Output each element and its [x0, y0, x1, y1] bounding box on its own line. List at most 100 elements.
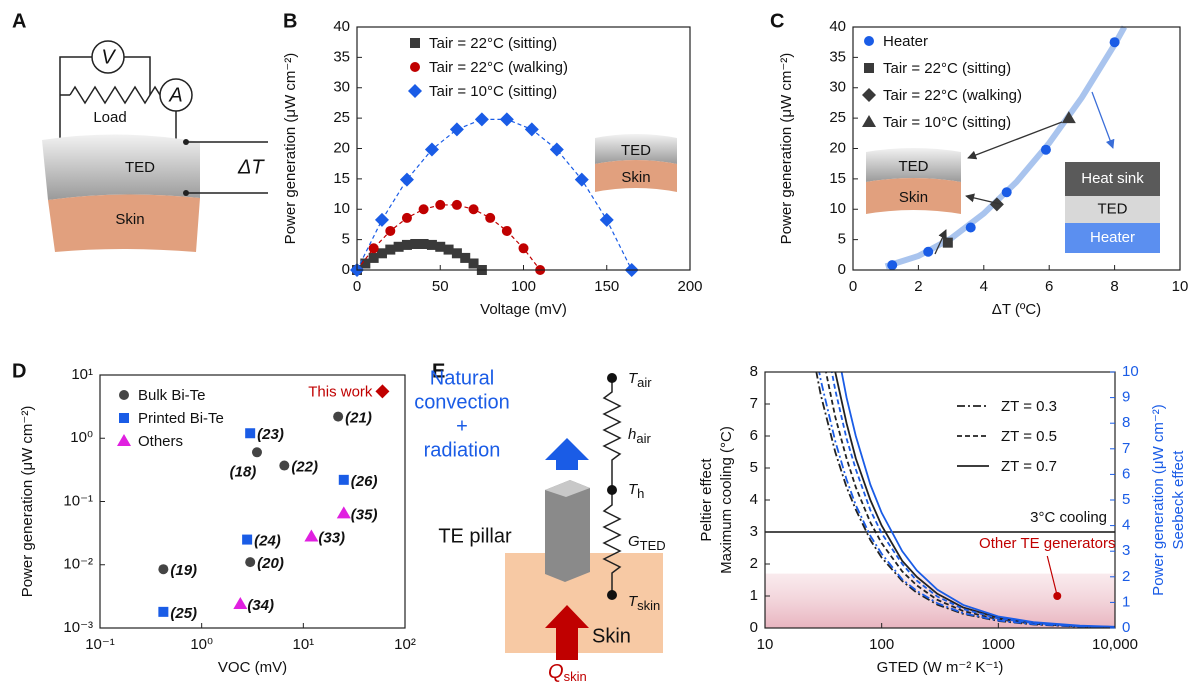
callout-line	[1046, 555, 1058, 597]
inset-layer	[1065, 223, 1160, 253]
y-tick-label: 10	[333, 200, 350, 217]
y-tick-label: 30	[333, 79, 350, 96]
convection-label: Natural	[430, 367, 494, 389]
point	[485, 212, 496, 223]
y2-tick-label: 8	[1122, 414, 1130, 431]
x-axis-label: ΔT (ºC)	[992, 301, 1041, 318]
point	[279, 460, 290, 471]
point	[418, 238, 429, 249]
point	[989, 197, 1004, 212]
legend-symbol	[117, 434, 131, 446]
x-axis-label: Voltage (mV)	[480, 301, 567, 318]
y-axis-label: Power generation (μW cm⁻²)	[778, 53, 795, 245]
x-tick-label: 50	[432, 278, 449, 295]
inset-label: Skin	[899, 189, 928, 206]
point	[1040, 144, 1051, 155]
legend-label: Tair = 22°C (walking)	[429, 59, 568, 76]
convection-label: convection	[414, 391, 510, 413]
point	[401, 212, 412, 223]
callout-label: Other TE generators	[979, 535, 1115, 552]
delta-t-label: ΔT	[237, 156, 265, 178]
convection-arrow	[545, 438, 589, 470]
legend-label: ZT = 0.7	[1001, 458, 1057, 475]
point	[245, 557, 256, 568]
inset-label: TED	[1098, 200, 1128, 217]
pillar-label: TE pillar	[438, 525, 512, 547]
reference-label: 3°C cooling	[1030, 509, 1107, 526]
y2-tick-label: 0	[1122, 619, 1130, 636]
y2-tick-label: 10	[1122, 363, 1139, 380]
x-tick-label: 8	[1110, 278, 1118, 295]
resistor	[69, 85, 161, 105]
point	[338, 474, 349, 485]
skin-label: Skin	[592, 625, 631, 647]
point	[574, 172, 589, 187]
x-tick-label: 150	[594, 278, 619, 295]
point	[435, 241, 446, 252]
symbol: T	[628, 593, 639, 610]
series-line	[834, 372, 1115, 628]
y-tick-label: 0	[838, 261, 846, 278]
symbol: h	[628, 426, 636, 443]
y-tick-label: 3	[750, 523, 758, 540]
subscript: air	[636, 431, 651, 446]
inset-layer	[866, 178, 961, 214]
y-tick-label: 4	[750, 491, 758, 508]
y-tick-label: 10⁰	[70, 429, 93, 446]
inset-label: Heat sink	[1081, 170, 1144, 187]
point	[499, 112, 514, 127]
subscript: skin	[637, 598, 660, 613]
annotation-arrow	[967, 121, 1063, 160]
point-label: (23)	[257, 426, 284, 443]
legend-label: Tair = 10°C (sitting)	[883, 114, 1011, 131]
x-tick-label: 10	[757, 636, 774, 653]
panel-letter: D	[12, 360, 26, 382]
ammeter	[159, 78, 193, 112]
y2-tick-label: 1	[1122, 593, 1130, 610]
point-label: (24)	[254, 533, 281, 550]
point	[451, 199, 462, 210]
subscript: air	[637, 375, 652, 390]
y-tick-label: 40	[829, 18, 846, 35]
point	[942, 237, 953, 248]
legend-label: Tair = 10°C (sitting)	[429, 83, 557, 100]
point	[449, 122, 464, 137]
point	[304, 529, 319, 542]
y-tick-label: 0	[750, 619, 758, 636]
point	[1001, 187, 1012, 198]
y-tick-label: 10⁻³	[63, 619, 93, 636]
y2-tick-label: 9	[1122, 389, 1130, 406]
y-axis-label: Power generation (μW cm⁻²)	[282, 53, 299, 245]
legend-symbol	[119, 390, 129, 400]
y-tick-label: 5	[750, 459, 758, 476]
node-label: Th	[628, 481, 644, 501]
y-tick-label: 10⁻²	[63, 556, 93, 573]
te-pillar-top	[545, 480, 590, 497]
legend-label: Printed Bi-Te	[138, 410, 224, 427]
voltmeter	[91, 40, 125, 74]
panel-letter: A	[12, 10, 26, 32]
x-tick-label: 10	[1172, 278, 1189, 295]
point	[401, 239, 412, 250]
y-tick-label: 0	[342, 261, 350, 278]
point	[1109, 37, 1120, 48]
point	[245, 428, 256, 439]
y-tick-label: 25	[829, 109, 846, 126]
legend-symbol	[862, 88, 876, 102]
legend-label: Tair = 22°C (sitting)	[429, 35, 557, 52]
inset-label: Heater	[1090, 229, 1135, 246]
inset-label: TED	[899, 158, 929, 175]
node-label: hair	[628, 426, 651, 446]
x-tick-label: 1000	[982, 636, 1015, 653]
y-tick-label: 10	[829, 200, 846, 217]
heat-arrow	[545, 605, 589, 660]
point	[393, 241, 404, 252]
point	[524, 122, 539, 137]
y2-tick-label: 4	[1122, 517, 1130, 534]
y2-tick-label: 7	[1122, 440, 1130, 457]
inset-label: TED	[621, 142, 651, 159]
x-tick-label: 100	[511, 278, 536, 295]
legend-label: ZT = 0.3	[1001, 398, 1057, 415]
node	[607, 590, 617, 600]
legend-symbol	[410, 62, 420, 72]
